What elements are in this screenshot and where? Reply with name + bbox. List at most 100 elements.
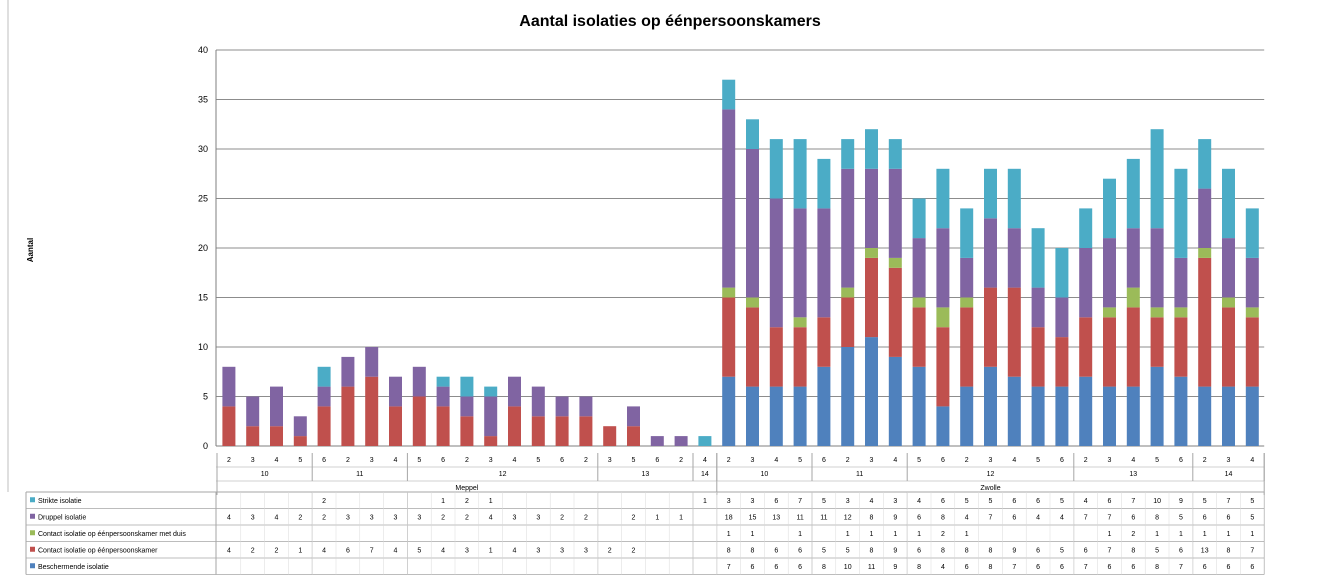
table-cell-value: 8 — [989, 547, 993, 554]
bar-contact — [1198, 257, 1212, 387]
table-cell-value: 8 — [941, 514, 945, 521]
table-cell-value: 3 — [560, 547, 564, 554]
bar-contact — [1222, 307, 1235, 387]
bar-contact — [293, 436, 307, 446]
table-cell-value: 1 — [655, 514, 659, 521]
table-cell-value: 8 — [1227, 547, 1231, 554]
x-tick-week-label: 2 — [679, 457, 683, 464]
x-tick-week-label: 6 — [655, 457, 659, 464]
table-cell-value: 1 — [489, 498, 493, 505]
x-tick-week-label: 3 — [489, 457, 493, 464]
table-cell-value: 5 — [1203, 498, 1207, 505]
table-cell-value: 1 — [846, 531, 850, 538]
legend-label: Contact isolatie op éénpersoonskamer — [38, 547, 158, 554]
bar-druppel — [674, 436, 688, 446]
x-tick-subgroup-label: 10 — [761, 471, 769, 478]
table-cell-value: 1 — [870, 531, 874, 538]
table-cell-value: 4 — [513, 547, 517, 554]
x-tick-week-label: 3 — [251, 457, 255, 464]
x-tick-week-label: 4 — [513, 457, 517, 464]
x-tick-week-label: 4 — [275, 457, 279, 464]
table-cell-value: 5 — [1060, 498, 1064, 505]
table-cell-value: 5 — [846, 547, 850, 554]
bar-beschermende — [1245, 386, 1259, 446]
table-cell-value: 3 — [893, 498, 897, 505]
table-cell-value: 6 — [941, 498, 945, 505]
table-cell-value: 7 — [1250, 547, 1254, 554]
table-cell-value: 1 — [489, 547, 493, 554]
x-tick-subgroup-label: 11 — [856, 471, 863, 478]
x-tick-week-label: 2 — [727, 457, 731, 464]
x-tick-week-label: 2 — [584, 457, 588, 464]
table-cell-value: 3 — [536, 514, 540, 521]
table-cell-value: 2 — [275, 547, 279, 554]
x-tick-week-label: 5 — [798, 457, 802, 464]
bar-contact — [1007, 287, 1021, 377]
table-cell-value: 2 — [322, 514, 326, 521]
bar-strikte — [1174, 168, 1188, 258]
table-cell-value: 3 — [251, 514, 255, 521]
table-cell-value: 8 — [1155, 514, 1159, 521]
table-cell-value: 4 — [322, 547, 326, 554]
bar-druppel — [222, 366, 236, 407]
table-cell-value: 10 — [1153, 498, 1161, 505]
x-tick-week-label: 2 — [227, 457, 231, 464]
table-cell-value: 3 — [346, 514, 350, 521]
table-cell-value: 4 — [227, 547, 231, 554]
x-tick-week-label: 3 — [370, 457, 374, 464]
table-cell-value: 7 — [727, 564, 731, 571]
table-cell-value: 3 — [751, 498, 755, 505]
bar-contact — [389, 406, 402, 446]
x-tick-week-label: 4 — [703, 457, 707, 464]
bar-strikte — [817, 158, 831, 209]
x-tick-week-label: 4 — [893, 457, 897, 464]
bar-strikte — [460, 376, 474, 397]
bar-strikte — [769, 139, 783, 199]
x-tick-week-label: 5 — [417, 457, 421, 464]
table-cell-value: 5 — [1155, 547, 1159, 554]
bar-druppel — [865, 168, 878, 248]
table-cell-value: 6 — [1036, 564, 1040, 571]
bar-contact_dus — [793, 317, 807, 328]
table-cell-value: 1 — [893, 531, 897, 538]
table-cell-value: 9 — [1012, 547, 1016, 554]
bar-contact — [1245, 317, 1259, 387]
table-cell-value: 6 — [1108, 564, 1112, 571]
bar-contact — [1055, 337, 1069, 387]
bar-druppel — [365, 347, 379, 377]
bar-strikte — [436, 376, 450, 387]
table-cell-value: 3 — [727, 498, 731, 505]
x-tick-week-label: 5 — [298, 457, 302, 464]
legend-key-beschermende — [30, 563, 35, 569]
table-cell-value: 7 — [1084, 564, 1088, 571]
table-cell-value: 7 — [1227, 498, 1231, 505]
table-cell-value: 2 — [584, 514, 588, 521]
table-cell-value: 8 — [1131, 547, 1135, 554]
table-cell-value: 2 — [251, 547, 255, 554]
bar-druppel — [1150, 228, 1164, 308]
bar-strikte — [1222, 168, 1235, 239]
bar-beschermende — [746, 386, 759, 446]
bar-strikte — [698, 436, 712, 446]
table-cell-value: 3 — [394, 514, 398, 521]
table-cell-value: 7 — [1131, 498, 1135, 505]
bar-contact — [270, 426, 283, 446]
bar-beschermende — [841, 347, 855, 446]
bar-contact_dus — [1174, 307, 1188, 318]
table-cell-value: 2 — [608, 547, 612, 554]
bar-contact — [960, 307, 974, 387]
table-cell-value: 10 — [844, 564, 852, 571]
bar-contact — [1150, 317, 1164, 367]
bar-contact_dus — [960, 297, 974, 308]
x-tick-week-label: 6 — [822, 457, 826, 464]
x-tick-week-label: 6 — [1060, 457, 1064, 464]
table-cell-value: 7 — [1108, 547, 1112, 554]
bar-beschermende — [817, 366, 831, 446]
bar-druppel — [389, 376, 402, 407]
bar-druppel — [531, 386, 545, 417]
x-tick-week-label: 6 — [1179, 457, 1183, 464]
table-cell-value: 5 — [417, 547, 421, 554]
bar-contact — [1174, 317, 1188, 377]
x-tick-week-label: 4 — [394, 457, 398, 464]
bar-druppel — [960, 257, 974, 298]
